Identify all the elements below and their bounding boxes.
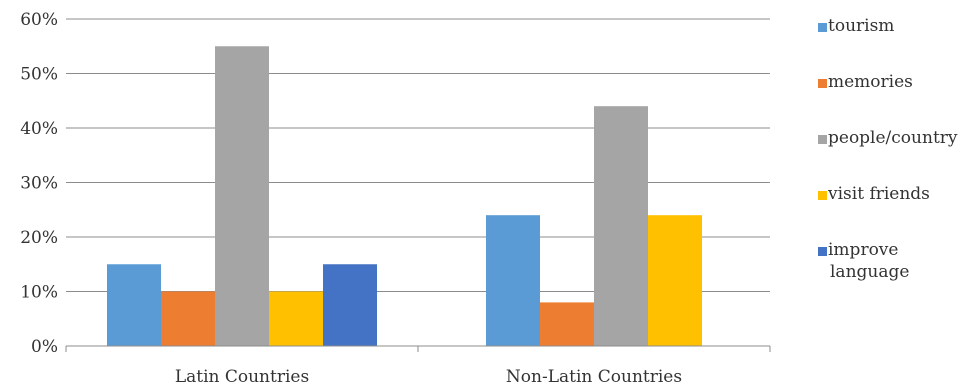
bar-improve-language-0 <box>323 264 377 346</box>
bar-visit-friends-1 <box>648 215 702 346</box>
legend-label: people/country <box>828 128 958 148</box>
legend-swatch <box>818 191 827 200</box>
bar-memories-0 <box>161 291 215 346</box>
bar-people-country-1 <box>594 106 648 346</box>
y-tick-label: 10% <box>20 283 58 303</box>
legend-swatch <box>818 23 827 32</box>
y-tick-label: 50% <box>20 65 58 85</box>
bars <box>107 46 702 346</box>
legend: tourism memories people/country visit frien… <box>818 16 958 282</box>
bar-memories-1 <box>540 302 594 346</box>
y-tick-label: 0% <box>31 337 58 357</box>
legend-swatch <box>818 247 827 256</box>
legend-swatch <box>818 79 827 88</box>
bar-visit-friends-0 <box>269 291 323 346</box>
legend-label: improve language <box>828 240 909 282</box>
x-axis: Latin Countries Non-Latin Countries <box>65 345 771 387</box>
y-axis-ticks: 0% 10% 20% 30% 40% 50% 60% <box>20 10 58 357</box>
legend-label: memories <box>828 72 913 92</box>
bar-tourism-0 <box>107 264 161 346</box>
x-category-label: Non-Latin Countries <box>506 367 682 387</box>
bar-people-country-0 <box>215 46 269 346</box>
y-tick-label: 60% <box>20 10 58 30</box>
bar-tourism-1 <box>486 215 540 346</box>
y-tick-label: 40% <box>20 119 58 139</box>
y-tick-label: 20% <box>20 228 58 248</box>
x-category-label: Latin Countries <box>175 367 309 387</box>
y-tick-label: 30% <box>20 174 58 194</box>
legend-label: tourism <box>828 16 894 36</box>
legend-label: visit friends <box>827 184 930 204</box>
legend-swatch <box>818 135 827 144</box>
